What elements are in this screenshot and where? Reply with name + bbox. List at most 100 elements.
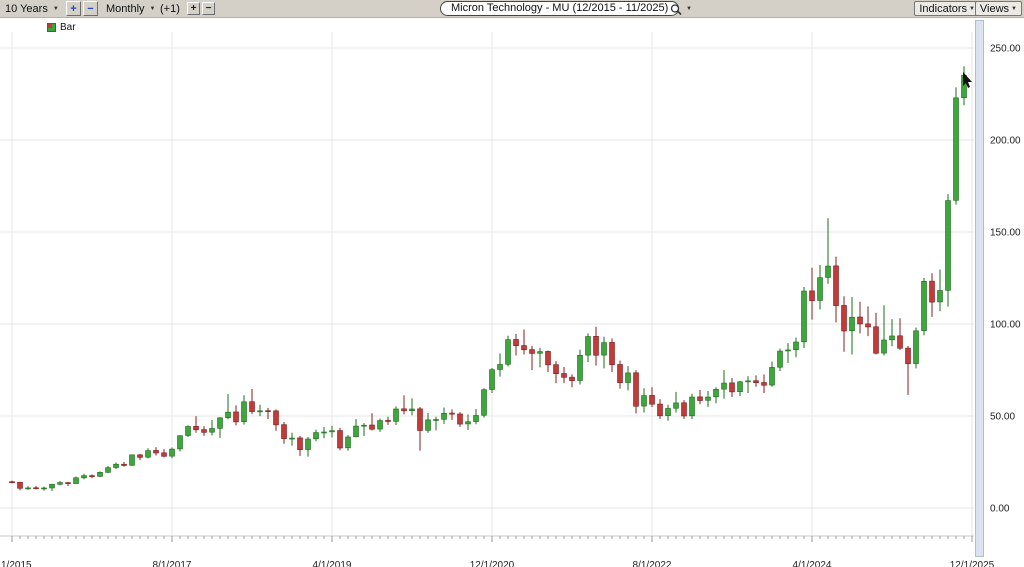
candle-body <box>377 420 383 430</box>
x-axis-label: 4/1/2019 <box>313 560 352 567</box>
candle-body <box>481 389 487 416</box>
chevron-down-icon: ▼ <box>969 5 975 12</box>
y-axis-scrollbar[interactable] <box>975 20 984 557</box>
candle-body <box>297 437 303 450</box>
y-axis-label: 250.00 <box>990 44 1021 55</box>
candle-body <box>913 330 919 364</box>
candle-body <box>505 339 511 365</box>
candle-body <box>721 382 727 390</box>
candle-body <box>233 411 239 423</box>
candle-body <box>265 410 271 412</box>
add-bar-button[interactable]: + <box>187 2 200 15</box>
indicators-label: Indicators <box>919 2 968 15</box>
candle-body <box>417 408 423 431</box>
candle-body <box>801 290 807 343</box>
y-axis-label: 150.00 <box>990 228 1021 239</box>
period-dropdown[interactable]: 10 Years ▼ <box>3 2 61 16</box>
candle-body <box>745 380 751 383</box>
candle-body <box>153 450 159 454</box>
candle-body <box>513 339 519 347</box>
candle-body <box>249 401 255 412</box>
candle-body <box>329 430 335 433</box>
x-axis-label: 4/1/2024 <box>793 560 832 567</box>
candle-body <box>473 415 479 422</box>
views-label: Views <box>979 2 1010 15</box>
candle-body <box>193 426 199 431</box>
candle-body <box>113 463 119 468</box>
candle-body <box>945 200 951 291</box>
candle-body <box>425 419 431 431</box>
candle-body <box>569 376 575 381</box>
candle-body <box>705 396 711 401</box>
candle-body <box>561 373 567 378</box>
candle-body <box>225 411 231 418</box>
candle-body <box>897 335 903 349</box>
candle-body <box>873 326 879 354</box>
candle-body <box>793 341 799 351</box>
candle-body <box>649 395 655 405</box>
candle-body <box>817 277 823 301</box>
toolbar: 10 Years ▼ + − Monthly ▼ (+1) + − Micron… <box>0 0 1024 18</box>
candle-body <box>681 402 687 417</box>
chevron-down-icon: ▼ <box>52 6 59 12</box>
candle-body <box>593 336 599 356</box>
candle-body <box>321 431 327 434</box>
candle-body <box>769 367 775 386</box>
zoom-in-button[interactable]: + <box>66 1 81 16</box>
candle-body <box>665 408 671 416</box>
x-axis-label: 12/1/2025 <box>950 560 995 567</box>
candle-body <box>761 382 767 386</box>
candle-body <box>121 463 127 466</box>
candle-body <box>521 345 527 351</box>
candle-body <box>729 382 735 393</box>
indicators-button[interactable]: Indicators ▼ <box>914 1 980 16</box>
candle-body <box>825 265 831 278</box>
candle-body <box>169 448 175 457</box>
views-button[interactable]: Views ▼ <box>974 1 1022 16</box>
candle-body <box>81 475 87 479</box>
candlestick-chart[interactable]: 0.00 50.00 100.00 150.00 200.00 250.00 1/2015 8… <box>0 18 1024 567</box>
candle-body <box>641 395 647 407</box>
candle-body <box>497 364 503 370</box>
candle-body <box>97 472 103 477</box>
candle-body <box>777 350 783 368</box>
zoom-out-button[interactable]: − <box>83 1 98 16</box>
candle-body <box>953 97 959 201</box>
candle-body <box>217 417 223 429</box>
candle-body <box>849 316 855 332</box>
candle-body <box>313 432 319 440</box>
remove-bar-button[interactable]: − <box>202 2 215 15</box>
y-axis-label: 0.00 <box>990 504 1010 515</box>
mouse-cursor <box>963 72 972 88</box>
candle-body <box>33 487 39 490</box>
x-axis-label: 8/1/2022 <box>633 560 672 567</box>
candle-body <box>9 481 15 483</box>
zoom-tool[interactable]: ▼ <box>670 2 692 16</box>
candle-body <box>361 424 367 427</box>
candle-body <box>441 412 447 420</box>
candle-body <box>385 420 391 422</box>
candle-body <box>337 430 343 449</box>
chart-title[interactable]: Micron Technology - MU (12/2015 - 11/202… <box>440 1 680 16</box>
candle-body <box>921 281 927 331</box>
candle-body <box>185 426 191 436</box>
period-label: 10 Years <box>5 3 48 15</box>
candle-body <box>929 280 935 303</box>
candle-body <box>105 467 111 473</box>
candle-body <box>809 290 815 301</box>
candle-body <box>273 410 279 426</box>
x-axis-label: 1/2015 <box>1 560 32 567</box>
candle-body <box>889 335 895 341</box>
candle-body <box>697 396 703 401</box>
candle-body <box>281 424 287 439</box>
candle-body <box>545 351 551 366</box>
candle-body <box>409 408 415 411</box>
candle-body <box>737 381 743 393</box>
x-axis-label: 12/1/2020 <box>470 560 515 567</box>
candle-body <box>841 305 847 332</box>
candle-body <box>25 487 31 490</box>
candle-body <box>305 438 311 450</box>
interval-dropdown[interactable]: Monthly ▼ <box>104 2 157 16</box>
series-legend[interactable]: Bar <box>47 22 76 33</box>
candle-body <box>585 336 591 356</box>
